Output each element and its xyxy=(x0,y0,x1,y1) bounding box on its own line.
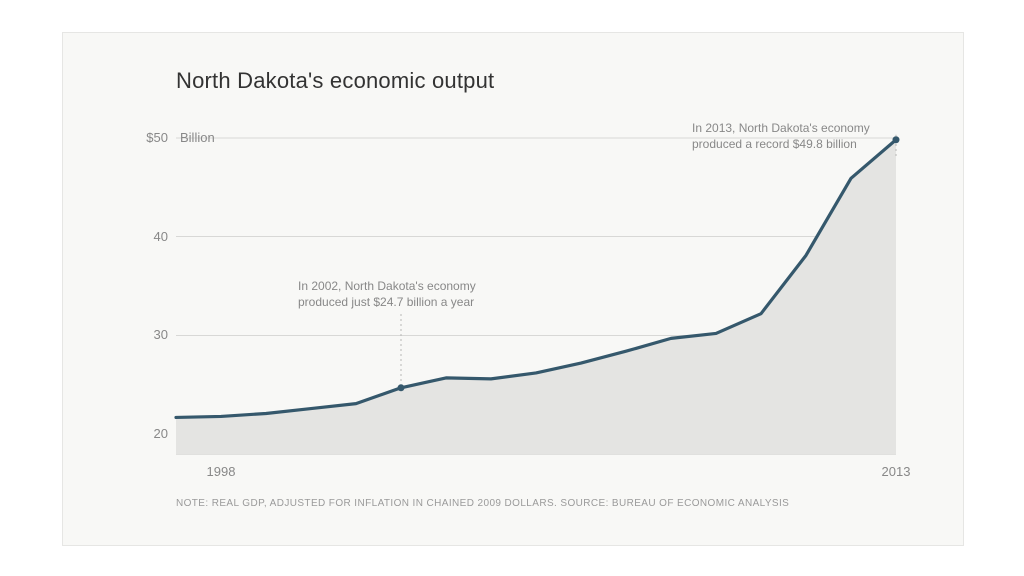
annotation-line: In 2002, North Dakota's economy xyxy=(298,278,538,294)
chart-footnote: NOTE: REAL GDP, ADJUSTED FOR INFLATION I… xyxy=(176,498,789,509)
y-tick-label: 30 xyxy=(130,327,168,342)
x-tick-label: 1998 xyxy=(197,464,245,479)
y-unit-label: Billion xyxy=(180,130,240,145)
ann-2002: In 2002, North Dakota's economyproduced … xyxy=(298,278,538,310)
y-tick-label: $50 xyxy=(130,130,168,145)
annotation-line: produced just $24.7 billion a year xyxy=(298,294,538,310)
annotation-line: In 2013, North Dakota's economy xyxy=(692,120,932,136)
annotation-line: produced a record $49.8 billion xyxy=(692,136,932,152)
x-tick-label: 2013 xyxy=(872,464,920,479)
y-tick-label: 20 xyxy=(130,426,168,441)
ann-2013: In 2013, North Dakota's economyproduced … xyxy=(692,120,932,152)
y-tick-label: 40 xyxy=(130,229,168,244)
